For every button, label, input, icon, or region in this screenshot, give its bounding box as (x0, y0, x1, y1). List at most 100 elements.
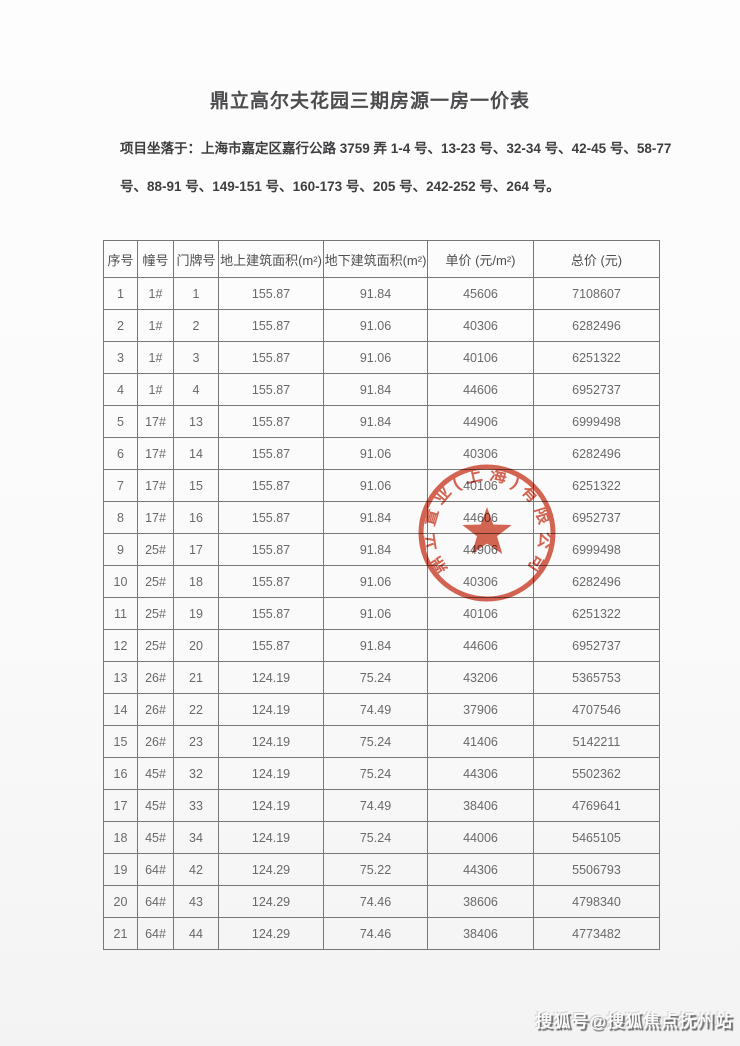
table-cell: 14 (173, 437, 219, 470)
table-cell: 26# (137, 725, 174, 758)
table-cell: 45# (137, 789, 174, 822)
table-cell: 44606 (427, 501, 534, 534)
table-cell: 91.06 (323, 341, 428, 374)
header-cell-seq: 序号 (103, 240, 138, 278)
table-cell: 74.46 (323, 885, 428, 918)
table-cell: 44606 (427, 629, 534, 662)
table-cell: 91.06 (323, 437, 428, 470)
table-cell: 91.84 (323, 373, 428, 406)
project-address: 项目坐落于：上海市嘉定区嘉行公路 3759 弄 1-4 号、13-23 号、32… (120, 130, 671, 206)
table-cell: 5142211 (533, 725, 660, 758)
table-cell: 6952737 (533, 501, 660, 534)
table-cell: 155.87 (218, 405, 324, 438)
page-title: 鼎立高尔夫花园三期房源一房一价表 (209, 91, 530, 112)
table-cell: 5465105 (533, 821, 660, 854)
table-cell: 13 (173, 405, 219, 438)
table-row: 8 17# 16 155.87 91.84 44606 6952737 (103, 501, 660, 534)
table-cell: 91.06 (323, 469, 428, 502)
table-cell: 91.84 (323, 405, 428, 438)
table-cell: 44906 (427, 533, 534, 566)
table-cell: 4 (173, 373, 219, 406)
table-cell: 6282496 (533, 437, 660, 470)
table-row: 21 64# 44 124.29 74.46 38406 4773482 (103, 917, 660, 950)
table-cell: 13 (103, 661, 138, 694)
table-row: 20 64# 43 124.29 74.46 38606 4798340 (103, 885, 660, 918)
table-cell: 32 (173, 757, 219, 790)
table-row: 11 25# 19 155.87 91.06 40106 6251322 (103, 597, 660, 630)
header-cell-below-area: 地下建筑面积(m²) (323, 240, 428, 278)
table-cell: 4 (103, 373, 138, 406)
table-cell: 26# (137, 661, 174, 694)
table-cell: 6251322 (533, 341, 660, 374)
table-cell: 74.49 (323, 693, 428, 726)
table-cell: 4769641 (533, 789, 660, 822)
table-cell: 33 (173, 789, 219, 822)
table-cell: 34 (173, 821, 219, 854)
table-cell: 44606 (427, 373, 534, 406)
table-cell: 124.19 (218, 789, 324, 822)
table-cell: 16 (103, 757, 138, 790)
table-cell: 1 (103, 277, 138, 310)
table-cell: 1# (137, 309, 174, 342)
table-cell: 38406 (427, 789, 534, 822)
table-cell: 17# (137, 469, 174, 502)
table-cell: 6 (103, 437, 138, 470)
table-cell: 19 (173, 597, 219, 630)
table-cell: 155.87 (218, 277, 324, 310)
table-cell: 8 (103, 501, 138, 534)
table-cell: 5506793 (533, 853, 660, 886)
table-cell: 16 (173, 501, 219, 534)
table-cell: 44306 (427, 757, 534, 790)
table-cell: 124.19 (218, 821, 324, 854)
table-cell: 6952737 (533, 629, 660, 662)
table-cell: 1 (173, 277, 219, 310)
table-cell: 3 (173, 341, 219, 374)
table-cell: 25# (137, 597, 174, 630)
table-row: 12 25# 20 155.87 91.84 44606 6952737 (103, 629, 660, 662)
table-cell: 20 (173, 629, 219, 662)
table-cell: 74.49 (323, 789, 428, 822)
header-cell-total-price: 总价 (元) (533, 240, 660, 278)
table-cell: 9 (103, 533, 138, 566)
table-cell: 91.06 (323, 565, 428, 598)
table-cell: 17# (137, 437, 174, 470)
table-cell: 6282496 (533, 565, 660, 598)
price-table-body: 1 1# 1 155.87 91.84 45606 7108607 2 1# 2 155.87 91.… (103, 277, 660, 950)
table-cell: 91.06 (323, 309, 428, 342)
table-row: 15 26# 23 124.19 75.24 41406 5142211 (103, 725, 660, 758)
table-cell: 75.22 (323, 853, 428, 886)
table-cell: 155.87 (218, 437, 324, 470)
table-cell: 44906 (427, 405, 534, 438)
table-row: 10 25# 18 155.87 91.06 40306 6282496 (103, 565, 660, 598)
table-cell: 6282496 (533, 309, 660, 342)
table-cell: 75.24 (323, 661, 428, 694)
table-cell: 40306 (427, 309, 534, 342)
table-cell: 124.29 (218, 917, 324, 950)
table-cell: 44006 (427, 821, 534, 854)
table-cell: 14 (103, 693, 138, 726)
table-cell: 155.87 (218, 597, 324, 630)
table-cell: 6952737 (533, 373, 660, 406)
table-cell: 43206 (427, 661, 534, 694)
table-cell: 19 (103, 853, 138, 886)
table-cell: 4773482 (533, 917, 660, 950)
table-cell: 124.19 (218, 757, 324, 790)
table-cell: 7 (103, 469, 138, 502)
table-row: 4 1# 4 155.87 91.84 44606 6952737 (103, 373, 660, 406)
header-cell-building: 幢号 (137, 240, 174, 278)
table-cell: 21 (173, 661, 219, 694)
table-cell: 91.84 (323, 277, 428, 310)
table-cell: 23 (173, 725, 219, 758)
table-cell: 74.46 (323, 917, 428, 950)
table-row: 9 25# 17 155.87 91.84 44906 6999498 (103, 533, 660, 566)
price-table: 序号 幢号 门牌号 地上建筑面积(m²) 地下建筑面积(m²) 单价 (元/m²… (103, 240, 660, 950)
table-cell: 5502362 (533, 757, 660, 790)
table-cell: 155.87 (218, 309, 324, 342)
table-cell: 40106 (427, 597, 534, 630)
table-cell: 155.87 (218, 565, 324, 598)
table-cell: 44 (173, 917, 219, 950)
table-cell: 20 (103, 885, 138, 918)
table-cell: 124.19 (218, 661, 324, 694)
table-cell: 45606 (427, 277, 534, 310)
